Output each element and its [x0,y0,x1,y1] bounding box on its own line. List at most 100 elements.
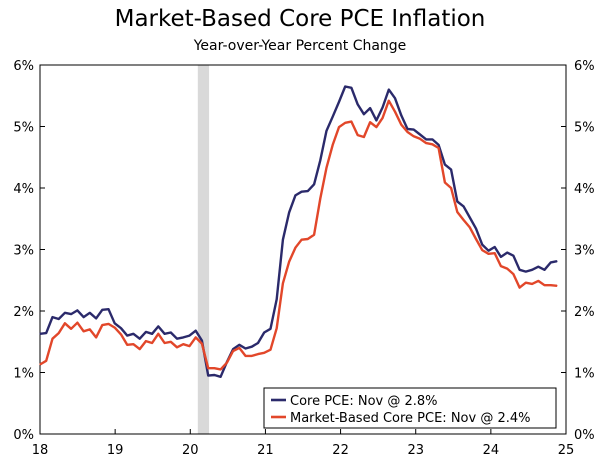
data-point-series-1 [463,205,465,207]
data-point-series-2 [375,126,377,128]
data-point-series-2 [188,345,191,347]
data-point-series-2 [394,111,396,113]
data-point-series-2 [244,355,247,357]
y-tick-label-left: 1% [13,367,34,382]
data-point-series-2 [388,100,390,102]
data-point-series-1 [294,194,296,196]
data-point-series-1 [537,266,539,268]
data-point-series-1 [120,327,122,329]
data-point-series-2 [487,253,490,255]
data-point-series-2 [531,283,533,285]
data-point-series-1 [319,159,321,161]
data-point-series-1 [164,333,166,335]
data-point-series-2 [232,350,234,352]
data-point-series-1 [83,316,85,318]
recession-shading [197,65,210,434]
data-point-series-1 [350,87,352,89]
data-point-series-2 [294,247,296,249]
data-point-series-1 [382,106,384,108]
data-point-series-2 [431,143,433,145]
data-point-series-2 [45,360,47,362]
data-point-series-2 [400,124,402,126]
data-point-series-2 [95,336,97,338]
data-point-series-2 [481,249,483,251]
data-point-series-2 [220,368,222,370]
data-point-series-1 [76,309,78,311]
data-point-series-1 [375,119,377,121]
data-point-series-2 [319,197,321,200]
data-point-series-2 [276,327,278,329]
data-point-series-2 [120,333,122,335]
data-point-series-1 [101,309,103,311]
data-point-series-2 [301,239,303,241]
y-tick-label-right: 0% [574,428,595,443]
data-point-series-2 [157,333,159,335]
data-point-series-1 [201,339,203,342]
data-point-series-1 [251,346,253,348]
data-point-series-1 [89,312,91,314]
data-point-series-2 [114,327,116,329]
data-point-series-1 [188,335,191,337]
data-point-series-2 [313,234,315,236]
data-point-series-2 [325,167,328,169]
data-point-series-2 [307,238,309,240]
data-point-series-1 [406,128,409,130]
data-point-series-2 [201,343,203,345]
data-point-series-2 [164,342,166,344]
data-point-series-1 [220,376,222,378]
data-point-series-1 [39,333,41,335]
legend-box [263,387,557,429]
data-point-series-2 [257,353,259,355]
data-point-series-2 [543,284,546,286]
x-tick-label: 19 [107,443,124,458]
x-tick-label: 22 [332,443,349,458]
y-tick-label-left: 4% [13,182,34,197]
data-point-series-2 [413,135,415,137]
data-point-series-1 [444,164,446,166]
data-point-series-2 [89,328,91,330]
data-point-series-1 [70,313,72,315]
data-point-series-1 [301,191,303,193]
data-point-series-1 [170,331,172,334]
chart-subtitle: Year-over-Year Percent Change [193,38,407,54]
legend-label-2: Market-Based Core PCE: Nov @ 2.4% [290,411,530,426]
y-tick-label-right: 6% [574,59,595,74]
data-point-series-1 [357,103,359,105]
data-point-series-1 [363,113,365,115]
x-tick-label: 24 [483,443,500,458]
data-point-series-2 [519,287,521,289]
series-line-2 [39,99,558,371]
data-point-series-1 [394,97,396,99]
data-point-series-2 [350,121,352,123]
data-point-series-1 [288,212,290,214]
data-point-series-1 [307,190,309,192]
data-point-series-1 [232,348,234,350]
data-point-series-1 [313,183,315,185]
data-point-series-2 [207,367,209,369]
data-point-series-2 [469,226,471,228]
y-tick-label-left: 5% [13,121,34,136]
data-point-series-1 [145,331,147,333]
data-point-series-2 [363,136,365,138]
data-point-series-1 [126,335,128,337]
y-tick-label-left: 3% [13,244,34,259]
data-point-series-2 [419,138,421,140]
data-point-series-1 [438,144,440,146]
data-point-series-2 [550,284,552,286]
data-point-series-2 [556,285,558,287]
data-point-series-1 [338,101,340,103]
data-point-series-1 [207,375,209,377]
data-point-series-1 [282,239,284,241]
data-point-series-1 [456,200,458,203]
data-point-series-1 [195,330,197,332]
data-point-series-2 [537,280,539,282]
x-tick-label: 20 [182,443,199,458]
data-point-series-2 [151,342,153,344]
y-tick-label-right: 2% [574,305,595,320]
data-point-series-1 [475,228,477,230]
data-point-series-1 [388,89,390,91]
data-point-series-1 [269,328,272,330]
y-tick-label-left: 2% [13,305,34,320]
data-point-series-1 [425,138,427,140]
x-tick-label: 18 [32,443,49,458]
